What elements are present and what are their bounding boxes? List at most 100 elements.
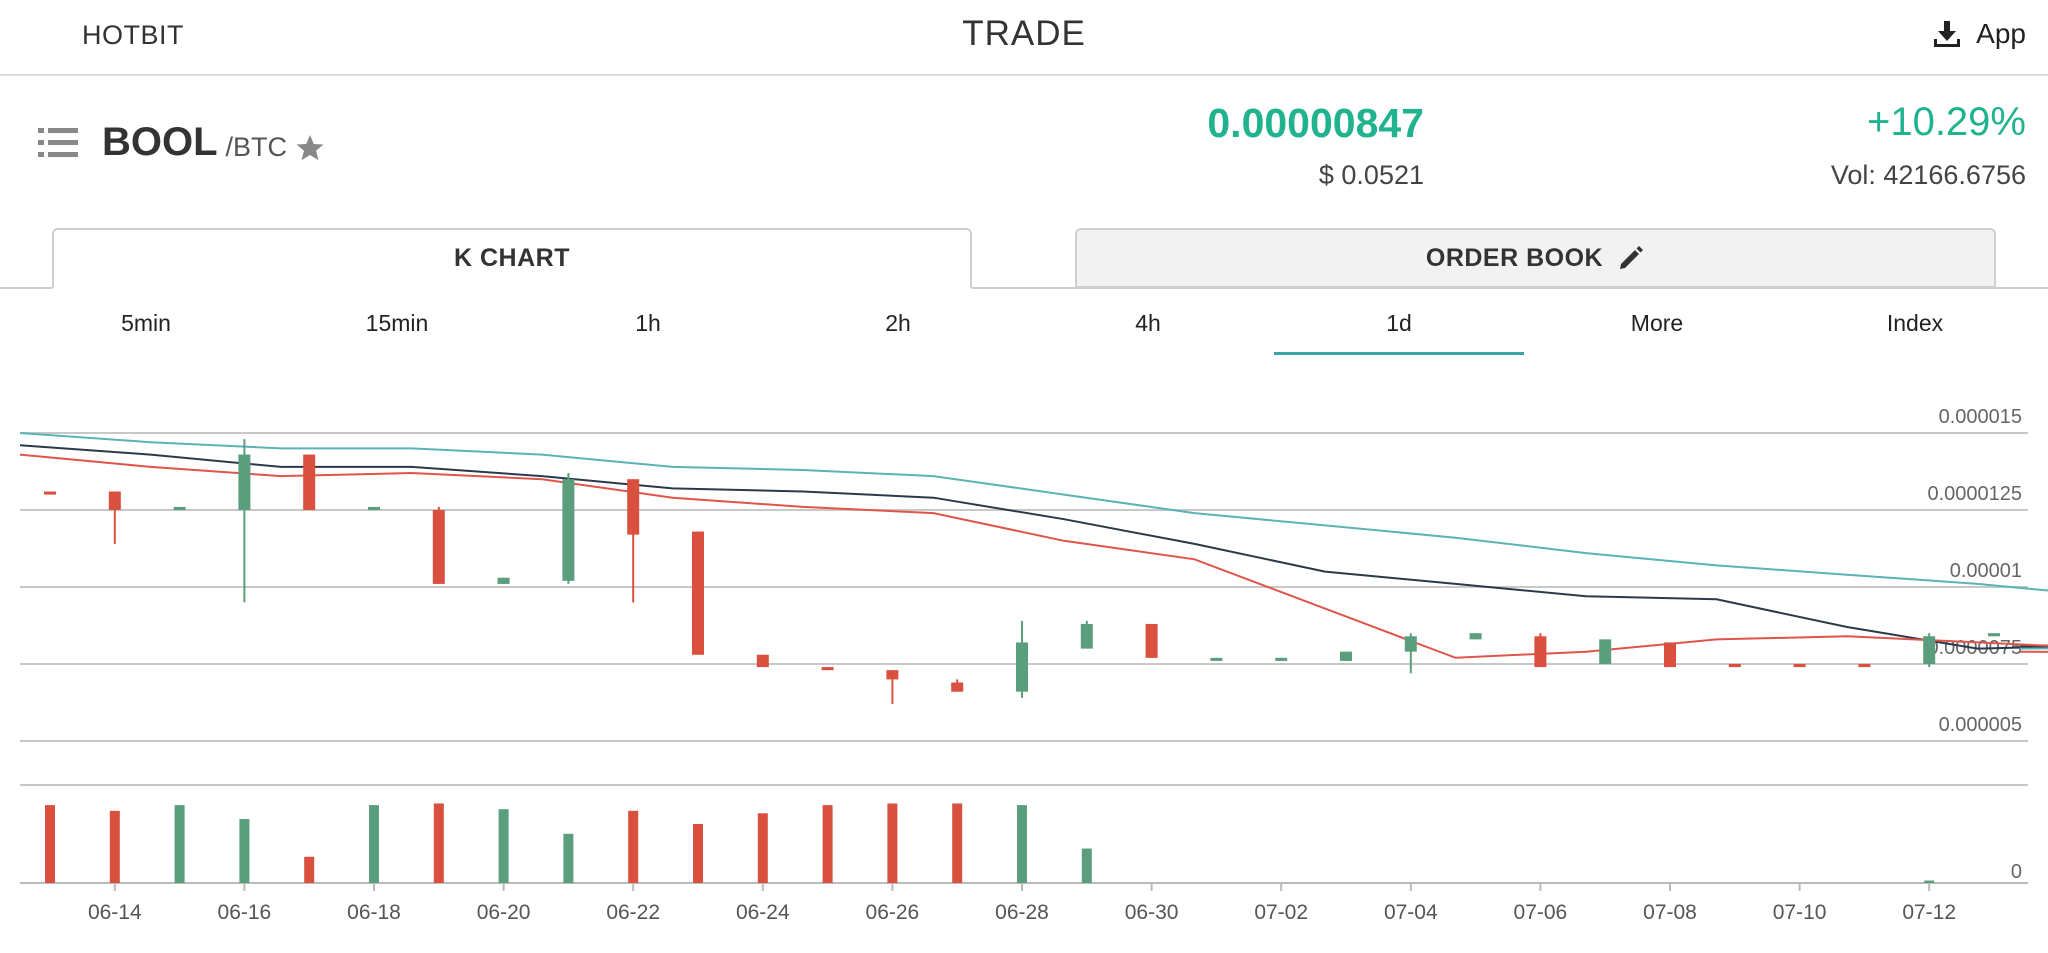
x-axis-label: 07-04 [1384, 901, 1438, 924]
moving-average-line [19, 453, 2048, 659]
volume-bar [563, 833, 574, 883]
volume-bar [887, 803, 898, 883]
volume-bar [174, 805, 185, 883]
candle-body [1858, 664, 1871, 668]
price-change: +10.29% [1866, 100, 2026, 144]
pair-symbol: BOOL [102, 120, 218, 164]
volume-bar [498, 809, 509, 883]
candle-body [951, 682, 964, 692]
interval-index[interactable]: Index [1886, 310, 1944, 336]
interval-2h[interactable]: 2h [885, 310, 911, 336]
selected-interval-indicator [1274, 352, 1524, 355]
pair-selector[interactable]: BOOL /BTC [38, 120, 325, 165]
volume-bar [45, 805, 55, 883]
x-axis-label: 06-26 [866, 901, 920, 924]
x-axis-label: 07-10 [1773, 901, 1827, 924]
x-axis-label: 06-20 [477, 901, 531, 924]
volume-bar [433, 803, 444, 883]
pair-quote: /BTC [225, 132, 288, 162]
candle-body [1534, 636, 1547, 668]
tab-k-chart[interactable]: K CHART [52, 228, 972, 289]
tabs-divider [0, 287, 2048, 289]
x-axis-label: 06-18 [347, 901, 401, 924]
pencil-icon [1620, 246, 1644, 269]
candle-body [1016, 642, 1028, 692]
candle-body [1988, 633, 2000, 637]
candle-body [238, 454, 251, 510]
candle-body [1469, 633, 1482, 640]
volume-bar [369, 805, 379, 883]
candle-body [173, 506, 186, 510]
candle-body [1923, 636, 1936, 664]
candle-body [1145, 623, 1158, 658]
y-axis-label: 0.000015 [1939, 406, 2022, 428]
candle-body [756, 654, 769, 668]
volume-bar [1017, 805, 1027, 883]
interval-bar: 5min 15min 1h 2h 4h 1d More Index [0, 300, 2048, 356]
volume-bar [1081, 848, 1092, 883]
volume-axis-label: 0 [2011, 861, 2022, 883]
volume-bar [1924, 880, 1935, 883]
x-axis-label: 07-02 [1254, 901, 1308, 924]
interval-15min[interactable]: 15min [365, 310, 429, 336]
app-label: App [1976, 18, 2026, 49]
brand-label[interactable]: HOTBIT [82, 20, 184, 50]
volume-bar [757, 813, 768, 883]
x-axis-label: 06-22 [606, 901, 660, 924]
interval-4h[interactable]: 4h [1135, 310, 1161, 336]
candle-body [1664, 642, 1676, 668]
candle-body [886, 670, 899, 680]
volume-bar [239, 819, 250, 883]
favorite-star-icon[interactable] [295, 133, 325, 163]
usd-price: $ 0.0521 [1318, 160, 1424, 190]
tab-order-book[interactable]: ORDER BOOK [1075, 228, 1996, 288]
candle-body [368, 506, 380, 510]
k-chart[interactable]: 0.0000150.00001250.000010.00000750.00000… [0, 360, 2048, 953]
y-axis-label: 0.000005 [1939, 714, 2022, 736]
app-download-button[interactable]: App [1932, 18, 2026, 50]
candle-body [821, 667, 834, 671]
interval-5min[interactable]: 5min [121, 310, 171, 336]
x-axis-label: 06-16 [218, 901, 272, 924]
moving-average-line [19, 444, 2048, 650]
volume-bar [952, 803, 963, 883]
moving-average-line [19, 432, 2048, 650]
candle-body [562, 479, 575, 581]
candle-body [44, 491, 56, 495]
candle-body [1599, 639, 1612, 664]
interval-1d[interactable]: 1d [1386, 310, 1412, 336]
volume-bar [693, 823, 703, 883]
y-axis-label: 0.00001 [1950, 560, 2022, 582]
candle-body [108, 491, 121, 510]
candle-body [1275, 657, 1288, 661]
page-title: TRADE [962, 14, 1086, 53]
x-axis-label: 06-30 [1125, 901, 1179, 924]
last-price: 0.00000847 [1207, 100, 1424, 146]
candle-body [432, 510, 445, 584]
y-axis-label: 0.0000125 [1927, 483, 2022, 505]
candle-body [1793, 664, 1806, 668]
list-menu-icon[interactable] [38, 126, 78, 160]
x-axis-label: 06-14 [88, 901, 142, 924]
x-axis-label: 06-28 [995, 901, 1049, 924]
volume-bar [628, 810, 639, 883]
download-icon [1934, 21, 1961, 47]
interval-1h[interactable]: 1h [635, 310, 661, 336]
candle-body [1340, 651, 1352, 661]
volume-bar [109, 810, 120, 883]
x-axis-label: 06-24 [736, 901, 790, 924]
candle-body [497, 577, 510, 584]
volume-24h: Vol: 42166.6756 [1830, 160, 2026, 190]
x-axis-label: 07-08 [1643, 901, 1697, 924]
x-axis-label: 07-06 [1514, 901, 1568, 924]
candle-body [692, 531, 704, 655]
candle-body [627, 479, 640, 535]
volume-bar [304, 856, 315, 883]
tab-k-chart-label: K CHART [454, 244, 570, 272]
x-axis-label: 07-12 [1902, 901, 1956, 924]
interval-more[interactable]: More [1630, 310, 1684, 336]
top-bar: HOTBIT TRADE App [0, 0, 2048, 76]
candle-body [303, 454, 316, 510]
tab-order-book-label: ORDER BOOK [1425, 243, 1604, 272]
candle-body [1728, 664, 1741, 668]
